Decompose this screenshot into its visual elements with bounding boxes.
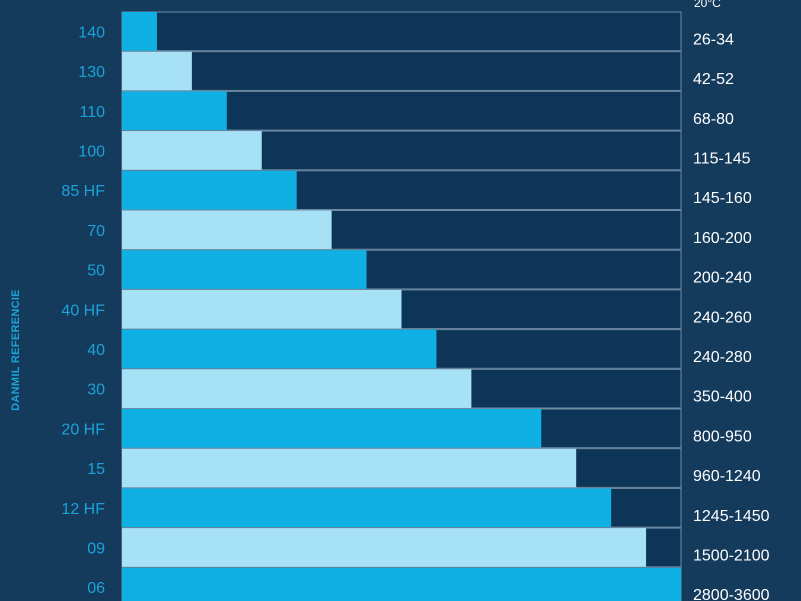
value-label: 960-1240 <box>693 468 761 485</box>
row-background <box>121 51 682 91</box>
value-column-header: 20°C <box>694 0 721 10</box>
category-label: 15 <box>87 461 105 478</box>
value-label: 68-80 <box>693 111 734 128</box>
bar <box>122 488 612 528</box>
category-label: 100 <box>78 143 105 160</box>
value-label: 2800-3600 <box>693 587 770 601</box>
value-label: 1500-2100 <box>693 547 770 564</box>
category-label: 06 <box>87 580 105 597</box>
category-label: 30 <box>87 382 105 399</box>
value-label: 200-240 <box>693 270 752 287</box>
category-label: 12 HF <box>61 501 105 518</box>
bar <box>122 51 192 91</box>
category-label: 70 <box>87 223 105 240</box>
value-label: 160-200 <box>693 230 752 247</box>
value-label: 1245-1450 <box>693 508 770 525</box>
category-label: 50 <box>87 263 105 280</box>
category-label: 85 HF <box>61 183 105 200</box>
bar <box>122 369 472 408</box>
bar <box>122 170 297 210</box>
value-label: 240-280 <box>693 349 752 366</box>
bar <box>122 91 227 131</box>
bar <box>122 12 157 51</box>
y-axis-label: DANMIL REFERENCIE <box>10 289 22 411</box>
bar <box>122 567 681 601</box>
value-label: 115-145 <box>693 150 751 167</box>
category-label: 09 <box>87 540 105 557</box>
bar <box>122 210 332 250</box>
category-label: 130 <box>78 64 105 81</box>
bar-rows: 140 26-34 130 42-52 110 68-80 100 115-145 85 HF 1… <box>61 11 770 601</box>
bar <box>122 448 577 488</box>
category-label: 40 HF <box>61 302 105 319</box>
category-label: 110 <box>79 104 105 121</box>
bar <box>122 250 367 289</box>
bar <box>122 131 262 170</box>
bar <box>122 528 647 567</box>
category-label: 40 <box>87 342 105 359</box>
row-background <box>121 11 682 52</box>
category-label: 20 HF <box>61 421 105 438</box>
bar <box>122 409 542 448</box>
value-label: 350-400 <box>693 389 752 406</box>
value-label: 145-160 <box>693 190 752 207</box>
value-label: 800-950 <box>693 428 752 445</box>
value-label: 42-52 <box>693 71 734 88</box>
category-label: 140 <box>78 24 105 41</box>
value-label: 26-34 <box>693 31 734 48</box>
bar <box>122 329 437 369</box>
value-label: 240-260 <box>693 309 752 326</box>
bar <box>122 289 402 329</box>
